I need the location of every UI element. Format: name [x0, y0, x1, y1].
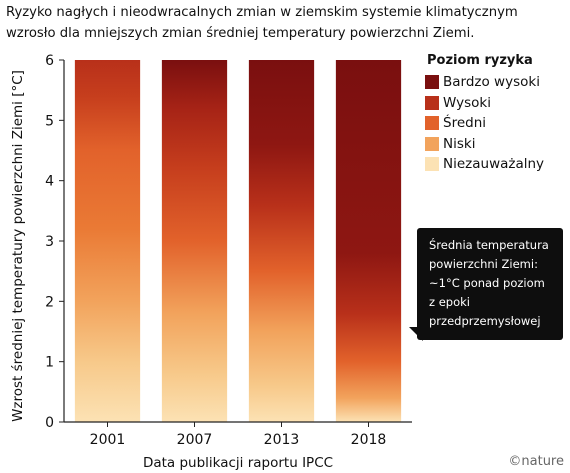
bar-2001 — [74, 60, 141, 422]
annotation-callout: Średnia temperatura powierzchni Ziemi: ~… — [417, 228, 563, 340]
legend-item-undetectable: Niezauważalny — [425, 154, 565, 175]
x-tick-label: 2013 — [264, 432, 300, 448]
y-tick-label: 2 — [45, 294, 54, 310]
callout-line: przedprzemysłowej — [429, 314, 541, 328]
legend-item-high: Wysoki — [425, 93, 565, 114]
y-tick-label: 3 — [45, 234, 54, 250]
nature-logo: ©nature — [508, 454, 564, 469]
callout-line: powierzchni Ziemi: — [429, 257, 538, 271]
bar-2007 — [161, 60, 228, 422]
chart-title: Ryzyko nagłych i nieodwracalnych zmian w… — [6, 5, 518, 41]
x-tick-label: 2018 — [351, 432, 387, 448]
legend-label: Niezauważalny — [443, 156, 545, 173]
legend-item-very-high: Bardzo wysoki — [425, 72, 565, 93]
bar-2013 — [248, 60, 315, 422]
bar-2018 — [335, 60, 402, 422]
legend: Poziom ryzyka Bardzo wysoki Wysoki Średn… — [425, 53, 565, 175]
legend-item-medium: Średni — [425, 113, 565, 134]
x-axis-label: Data publikacji raportu IPCC — [143, 455, 333, 471]
legend-label: Bardzo wysoki — [443, 74, 540, 91]
y-tick-label: 5 — [45, 113, 54, 129]
legend-label: Niski — [443, 135, 476, 152]
legend-swatch — [425, 157, 439, 172]
y-axis-label: Wzrost średniej temperatury powierzchni … — [10, 70, 26, 422]
legend-label: Wysoki — [443, 94, 491, 111]
y-tick-label: 4 — [45, 174, 54, 190]
callout-line: Średnia temperatura — [429, 238, 549, 252]
legend-item-low: Niski — [425, 134, 565, 155]
callout-pointer — [409, 327, 423, 341]
callout-line: ~1°C ponad poziom — [429, 276, 545, 290]
x-tick-label: 2001 — [90, 432, 126, 448]
callout-line: z epoki — [429, 295, 470, 309]
legend-swatch — [425, 95, 439, 110]
legend-label: Średni — [443, 115, 487, 132]
y-tick-label: 0 — [45, 415, 54, 431]
legend-swatch — [425, 116, 439, 131]
x-tick-label: 2007 — [177, 432, 213, 448]
legend-swatch — [425, 75, 439, 90]
legend-swatch — [425, 136, 439, 151]
y-tick-label: 1 — [45, 355, 54, 371]
y-tick-label: 6 — [45, 53, 54, 69]
legend-title: Poziom ryzyka — [427, 53, 533, 68]
